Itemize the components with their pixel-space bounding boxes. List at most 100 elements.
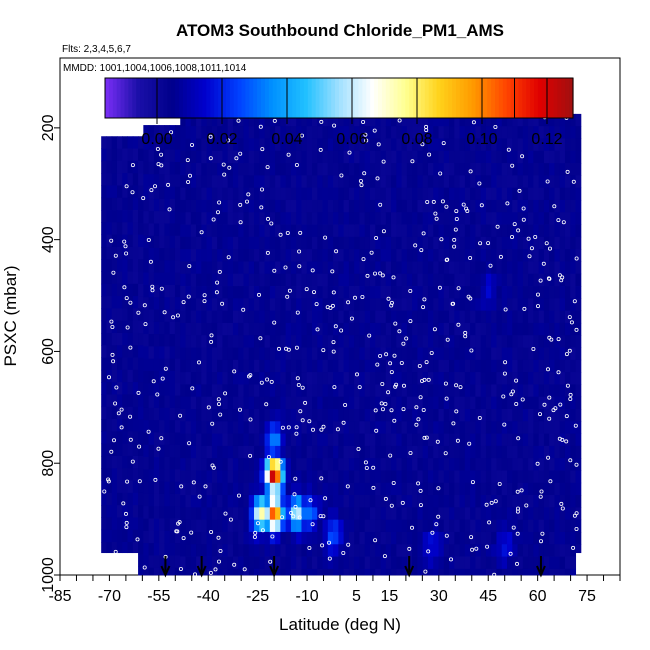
heatmap-cell <box>385 310 392 324</box>
sample-marker <box>374 235 379 240</box>
heatmap-cell <box>543 568 550 576</box>
colorbar-swatch <box>506 78 512 118</box>
heatmap-cell <box>480 409 487 422</box>
heatmap-cell <box>417 126 424 139</box>
colorbar-tick-label: 0.10 <box>466 131 497 148</box>
heatmap-cell <box>290 224 297 238</box>
heatmap-cell <box>512 261 519 275</box>
heatmap-cell <box>412 175 418 189</box>
heatmap-cell <box>359 126 366 139</box>
heatmap-cell <box>348 126 355 139</box>
heatmap-cell <box>459 372 466 385</box>
heatmap-cell <box>517 286 524 299</box>
heatmap-cell <box>322 187 329 201</box>
heatmap-cell <box>480 372 487 385</box>
sample-marker <box>215 210 220 215</box>
heatmap-cell <box>138 234 144 248</box>
heatmap-cell <box>196 113 202 127</box>
heatmap-cell <box>533 445 540 459</box>
heatmap-cell <box>459 249 466 262</box>
heatmap-cell <box>385 286 392 299</box>
heatmap-cell <box>264 544 271 557</box>
heatmap-cell <box>301 261 308 275</box>
sample-marker <box>211 217 216 222</box>
heatmap-cell <box>280 298 287 312</box>
heatmap-cell <box>396 199 403 213</box>
heatmap-cell <box>122 357 129 371</box>
heatmap-cell <box>333 359 339 373</box>
colorbar-swatch <box>452 78 457 118</box>
heatmap-cell <box>227 445 234 459</box>
heatmap-cell <box>454 335 461 348</box>
heatmap-cell <box>554 482 561 496</box>
heatmap-cell <box>333 199 339 213</box>
heatmap-cell <box>422 138 429 152</box>
heatmap-cell <box>138 320 144 334</box>
sample-marker <box>527 254 532 259</box>
heatmap-cell <box>522 421 529 434</box>
heatmap-cell <box>459 421 466 434</box>
heatmap-cell <box>427 126 434 139</box>
sample-marker <box>538 494 543 499</box>
heatmap-cell <box>385 445 392 459</box>
heatmap-cell <box>575 175 582 189</box>
heatmap-cell <box>533 310 540 324</box>
heatmap-cell <box>359 335 366 348</box>
heatmap-cell <box>480 482 487 496</box>
heatmap-cell <box>238 531 244 545</box>
heatmap-cell <box>380 507 387 521</box>
heatmap-cell <box>570 150 577 164</box>
sample-marker <box>363 132 368 137</box>
sample-marker <box>242 567 247 572</box>
heatmap-cell <box>174 444 181 458</box>
heatmap-cell <box>169 248 176 261</box>
heatmap-cell <box>512 458 519 471</box>
heatmap-cell <box>507 261 513 275</box>
heatmap-cell <box>101 160 107 174</box>
heatmap-cell <box>222 347 229 361</box>
heatmap-cell <box>164 493 171 507</box>
heatmap-cell <box>312 249 318 262</box>
heatmap-cell <box>364 556 371 570</box>
heatmap-cell <box>301 482 308 496</box>
heatmap-cell <box>354 150 360 164</box>
sample-marker <box>186 294 191 299</box>
heatmap-cell <box>111 185 118 199</box>
heatmap-cell <box>285 507 292 521</box>
sample-marker <box>228 517 233 522</box>
colorbar-swatch <box>128 78 133 118</box>
heatmap-cell <box>143 555 150 569</box>
sample-marker <box>130 163 135 168</box>
heatmap-cell <box>417 372 424 385</box>
heatmap-cell <box>106 173 113 186</box>
heatmap-cell <box>238 495 244 508</box>
heatmap-cell <box>269 187 276 201</box>
heatmap-cell <box>391 322 397 336</box>
heatmap-cell <box>138 222 144 236</box>
heatmap-cell <box>401 421 408 434</box>
sample-marker <box>319 119 324 124</box>
heatmap-cell <box>480 458 487 471</box>
sample-marker <box>323 235 328 240</box>
heatmap-cell <box>206 458 213 471</box>
heatmap-cell <box>132 222 139 236</box>
heatmap-cell <box>232 236 239 250</box>
heatmap-cell <box>106 259 113 272</box>
heatmap-cell <box>259 445 266 459</box>
heatmap-cell <box>222 236 229 250</box>
heatmap-cell <box>433 384 439 398</box>
heatmap-cell <box>143 198 150 212</box>
sample-marker <box>521 217 526 222</box>
sample-marker <box>383 401 388 406</box>
heatmap-cell <box>153 530 160 544</box>
heatmap-cell <box>333 249 339 262</box>
heatmap-cell <box>238 421 244 434</box>
heatmap-cell <box>333 113 339 127</box>
heatmap-cell <box>116 222 123 236</box>
heatmap-cell <box>227 113 234 127</box>
heatmap-cell <box>543 445 550 459</box>
sample-marker <box>177 520 182 525</box>
heatmap-cell <box>427 359 434 373</box>
sample-marker <box>545 179 550 184</box>
heatmap-cell <box>564 163 571 176</box>
